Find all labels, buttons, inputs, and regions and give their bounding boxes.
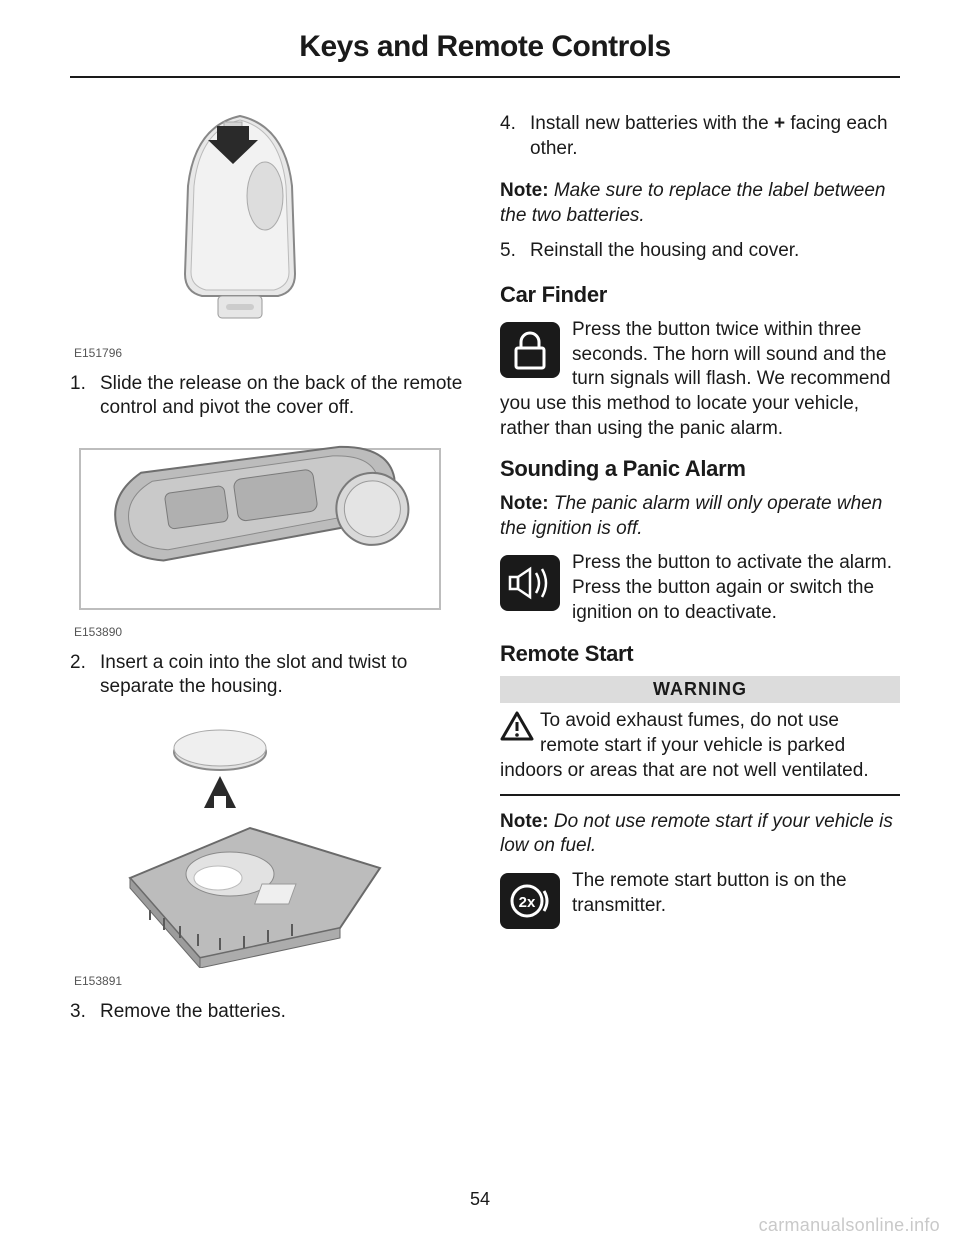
note-rs-text: Do not use remote start if your vehicle … xyxy=(500,811,893,857)
step-2-number: 2. xyxy=(70,651,100,700)
warning-body: To avoid exhaust fumes, do not use remot… xyxy=(500,703,900,795)
step-4-text: Install new batteries with the + facing … xyxy=(530,112,900,161)
watermark: carmanualsonline.info xyxy=(759,1215,940,1236)
lock-icon xyxy=(500,322,560,378)
note-text: Make sure to replace the label between t… xyxy=(500,180,886,226)
warning-box: WARNING To avoid exhaust fumes, do not u… xyxy=(500,676,900,795)
figure-fob-open xyxy=(70,439,470,619)
step-5-text: Reinstall the housing and cover. xyxy=(530,239,900,264)
heading-panic-alarm: Sounding a Panic Alarm xyxy=(500,455,900,484)
car-finder-text: Press the button twice within three seco… xyxy=(500,318,900,441)
warning-triangle-icon xyxy=(500,711,534,741)
2x-icon: 2x xyxy=(500,873,560,929)
note-panic: Note: The panic alarm will only operate … xyxy=(500,492,900,541)
step-2: 2. Insert a coin into the slot and twist… xyxy=(70,651,470,700)
car-finder-block: Press the button twice within three seco… xyxy=(500,318,900,441)
step-4-number: 4. xyxy=(500,112,530,161)
figure-code-2: E153890 xyxy=(74,625,470,641)
heading-car-finder: Car Finder xyxy=(500,281,900,310)
note-panic-label: Note: xyxy=(500,493,549,514)
title-rule xyxy=(70,76,900,78)
step-3: 3. Remove the batteries. xyxy=(70,1000,470,1025)
step-5: 5. Reinstall the housing and cover. xyxy=(500,239,900,264)
right-column: 4. Install new batteries with the + faci… xyxy=(500,106,900,1042)
figure-code-1: E151796 xyxy=(74,346,470,362)
step-3-number: 3. xyxy=(70,1000,100,1025)
note-panic-text: The panic alarm will only operate when t… xyxy=(500,493,882,539)
figure-keyfob xyxy=(70,110,470,340)
step-4: 4. Install new batteries with the + faci… xyxy=(500,112,900,161)
panic-text: Press the button to activate the alarm. … xyxy=(500,551,900,625)
remote-start-block: 2x The remote start button is on the tra… xyxy=(500,869,900,937)
warning-text: To avoid exhaust fumes, do not use remot… xyxy=(500,710,869,780)
step-2-text: Insert a coin into the slot and twist to… xyxy=(100,651,470,700)
step-4-text-a: Install new batteries with the xyxy=(530,113,774,134)
page-title: Keys and Remote Controls xyxy=(70,30,900,64)
heading-remote-start: Remote Start xyxy=(500,640,900,669)
plus-symbol: + xyxy=(774,113,785,134)
panic-block: Press the button to activate the alarm. … xyxy=(500,551,900,625)
horn-icon xyxy=(500,555,560,611)
page-number: 54 xyxy=(0,1189,960,1210)
note-rs-label: Note: xyxy=(500,811,549,832)
content-columns: E151796 1. Slide the release on the back… xyxy=(70,106,900,1042)
note-label: Note: xyxy=(500,180,549,201)
step-5-number: 5. xyxy=(500,239,530,264)
remote-start-text: The remote start button is on the transm… xyxy=(500,869,900,918)
step-1-number: 1. xyxy=(70,372,100,421)
step-1-text: Slide the release on the back of the rem… xyxy=(100,372,470,421)
step-1: 1. Slide the release on the back of the … xyxy=(70,372,470,421)
svg-text:2x: 2x xyxy=(519,894,536,911)
step-3-text: Remove the batteries. xyxy=(100,1000,470,1025)
note-replace-label: Note: Make sure to replace the label bet… xyxy=(500,179,900,228)
note-remote-start: Note: Do not use remote start if your ve… xyxy=(500,810,900,859)
figure-battery-out xyxy=(70,718,470,968)
warning-heading: WARNING xyxy=(500,676,900,703)
left-column: E151796 1. Slide the release on the back… xyxy=(70,106,470,1042)
figure-code-3: E153891 xyxy=(74,974,470,990)
